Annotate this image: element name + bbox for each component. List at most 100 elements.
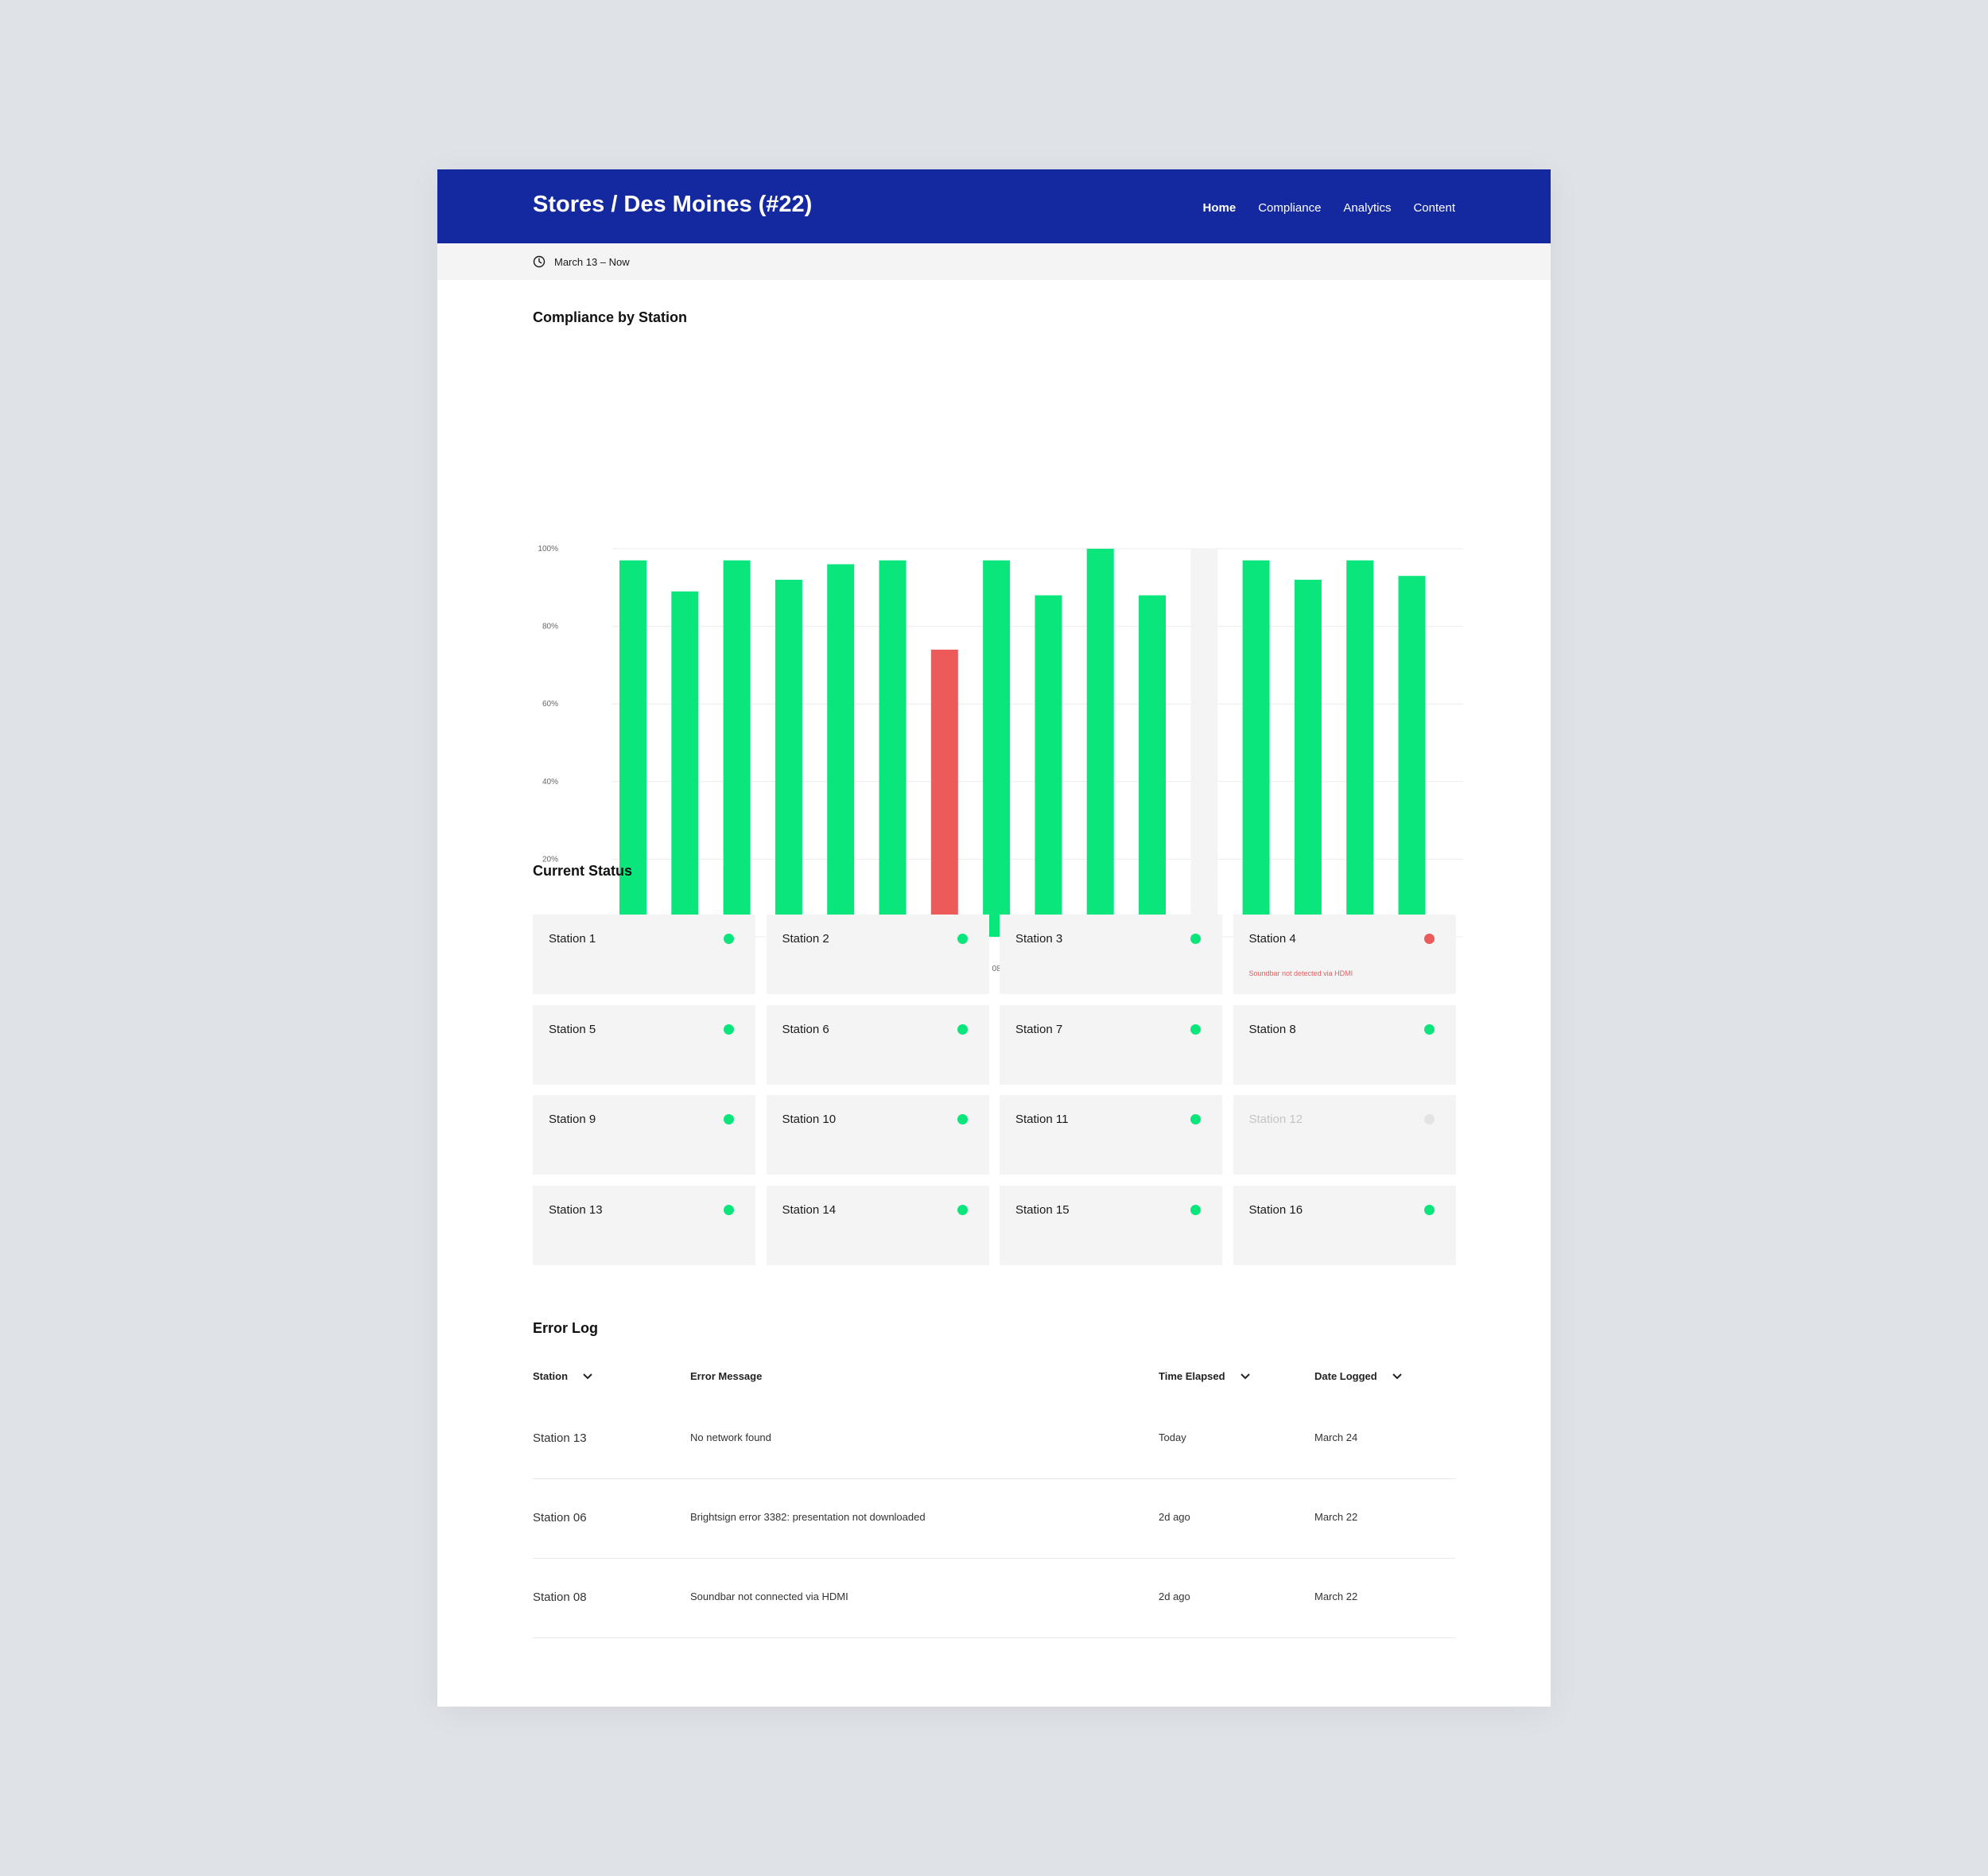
station-tile[interactable]: Station 8 (1233, 1004, 1456, 1085)
status-section-title: Current Status (533, 863, 633, 879)
station-name: Station 1 (549, 932, 596, 946)
station-name: Station 13 (549, 1202, 603, 1217)
bar-station-01[interactable] (619, 560, 646, 937)
station-name: Station 12 (1248, 1113, 1303, 1126)
station-name: Station 3 (1015, 932, 1063, 946)
row-elapsed: 2d ago (1159, 1511, 1190, 1523)
y-tick-label: 100% (538, 545, 558, 553)
row-station: Station 06 (533, 1511, 587, 1524)
station-name: Station 2 (782, 932, 829, 946)
station-tile[interactable]: Station 14 (766, 1185, 989, 1265)
bar-station-07[interactable] (930, 649, 958, 937)
chevron-down-icon[interactable] (582, 1373, 593, 1380)
date-range-bar[interactable]: March 13 – Now (437, 243, 1551, 280)
bar-station-15[interactable] (1346, 560, 1374, 937)
bar-station-03[interactable] (723, 560, 751, 937)
station-name: Station 7 (1015, 1022, 1063, 1036)
y-tick-label: 40% (542, 778, 558, 787)
station-tile[interactable]: Station 12 (1233, 1095, 1456, 1175)
status-dot-icon (1190, 934, 1201, 944)
col-message-label: Error Message (690, 1370, 763, 1382)
table-row[interactable]: Station 06 Brightsign error 3382: presen… (533, 1479, 1455, 1559)
station-tile[interactable]: Station 2 (766, 915, 989, 994)
row-date: March 22 (1314, 1511, 1358, 1523)
station-tile[interactable]: Station 7 (1000, 1004, 1222, 1085)
col-elapsed-label: Time Elapsed (1159, 1370, 1225, 1382)
page-title: Stores / Des Moines (#22) (533, 192, 813, 217)
y-tick-label: 20% (542, 855, 558, 864)
row-station: Station 13 (533, 1431, 587, 1445)
station-tile[interactable]: Station 13 (533, 1185, 755, 1265)
row-message: No network found (690, 1431, 771, 1443)
bar-station-04[interactable] (775, 580, 802, 937)
error-log-title: Error Log (533, 1320, 599, 1336)
row-message: Soundbar not connected via HDMI (690, 1591, 848, 1602)
nav-home[interactable]: Home (1202, 201, 1237, 215)
row-date: March 22 (1314, 1591, 1358, 1602)
status-dot-icon (724, 1114, 734, 1124)
station-error-message: Soundbar not detected via HDMI (1248, 969, 1353, 977)
row-message: Brightsign error 3382: presentation not … (690, 1511, 926, 1523)
bar-station-08[interactable] (983, 560, 1011, 937)
bar-station-05[interactable] (827, 564, 855, 937)
station-tile[interactable]: Station 5 (533, 1004, 755, 1085)
status-dot-icon (1423, 1204, 1435, 1215)
clock-icon (533, 255, 546, 268)
dashboard-card: Stores / Des Moines (#22) Home Complianc… (437, 169, 1551, 1707)
date-range-label: March 13 – Now (554, 256, 630, 268)
main-nav: Home Compliance Analytics Content (1203, 201, 1455, 215)
nav-analytics[interactable]: Analytics (1343, 201, 1392, 215)
col-date-label: Date Logged (1314, 1370, 1377, 1382)
status-dot-icon (1190, 1114, 1201, 1124)
station-tile[interactable]: Station 3 (1000, 915, 1222, 994)
compliance-section-title: Compliance by Station (533, 309, 688, 325)
y-tick-label: 60% (542, 700, 558, 709)
bar-station-10[interactable] (1086, 549, 1114, 937)
bar-station-12[interactable] (1190, 549, 1218, 937)
x-tick-label: 08 (992, 965, 1002, 973)
chevron-down-icon[interactable] (1392, 1373, 1403, 1380)
bar-station-11[interactable] (1139, 595, 1166, 937)
row-station: Station 08 (533, 1591, 587, 1604)
status-dot-icon (957, 1023, 968, 1035)
station-tile[interactable]: Station 16 (1233, 1185, 1456, 1265)
status-dot-icon (1423, 934, 1435, 944)
bar-station-13[interactable] (1242, 560, 1270, 937)
status-dot-icon (724, 1204, 734, 1215)
station-tile[interactable]: Station 10 (766, 1095, 989, 1175)
station-name: Station 16 (1248, 1202, 1303, 1217)
bar-station-06[interactable] (879, 560, 907, 937)
status-dot-icon (957, 934, 968, 944)
table-row[interactable]: Station 13 No network found Today March … (533, 1400, 1455, 1479)
station-tile[interactable]: Station 9 (533, 1095, 755, 1175)
status-dot-icon (724, 1023, 734, 1035)
status-dot-icon (724, 934, 734, 944)
station-name: Station 9 (549, 1113, 596, 1126)
bar-station-14[interactable] (1294, 580, 1322, 937)
status-dot-icon (957, 1204, 968, 1215)
bar-station-16[interactable] (1398, 576, 1426, 937)
col-station-header[interactable]: Station (533, 1370, 593, 1382)
status-dot-icon (1190, 1204, 1201, 1215)
station-name: Station 8 (1248, 1022, 1296, 1036)
station-tile[interactable]: Station 4 Soundbar not detected via HDMI (1233, 915, 1456, 994)
station-tile[interactable]: Station 11 (1000, 1095, 1222, 1175)
station-tile[interactable]: Station 15 (1000, 1185, 1222, 1265)
station-tile[interactable]: Station 6 (766, 1004, 989, 1085)
station-tile[interactable]: Station 1 (533, 915, 755, 994)
station-name: Station 4 (1248, 932, 1296, 946)
status-dot-icon (1423, 1114, 1435, 1124)
station-name: Station 11 (1015, 1113, 1069, 1126)
bar-station-09[interactable] (1035, 595, 1062, 937)
row-elapsed: 2d ago (1159, 1591, 1190, 1602)
row-date: March 24 (1314, 1431, 1358, 1443)
col-date-header[interactable]: Date Logged (1314, 1370, 1403, 1382)
nav-compliance[interactable]: Compliance (1258, 201, 1322, 215)
table-row[interactable]: Station 08 Soundbar not connected via HD… (533, 1559, 1455, 1638)
nav-content[interactable]: Content (1413, 201, 1455, 215)
bar-station-02[interactable] (671, 591, 699, 937)
chevron-down-icon[interactable] (1240, 1373, 1251, 1380)
row-elapsed: Today (1159, 1431, 1186, 1443)
col-elapsed-header[interactable]: Time Elapsed (1159, 1370, 1251, 1382)
station-name: Station 5 (549, 1022, 596, 1036)
